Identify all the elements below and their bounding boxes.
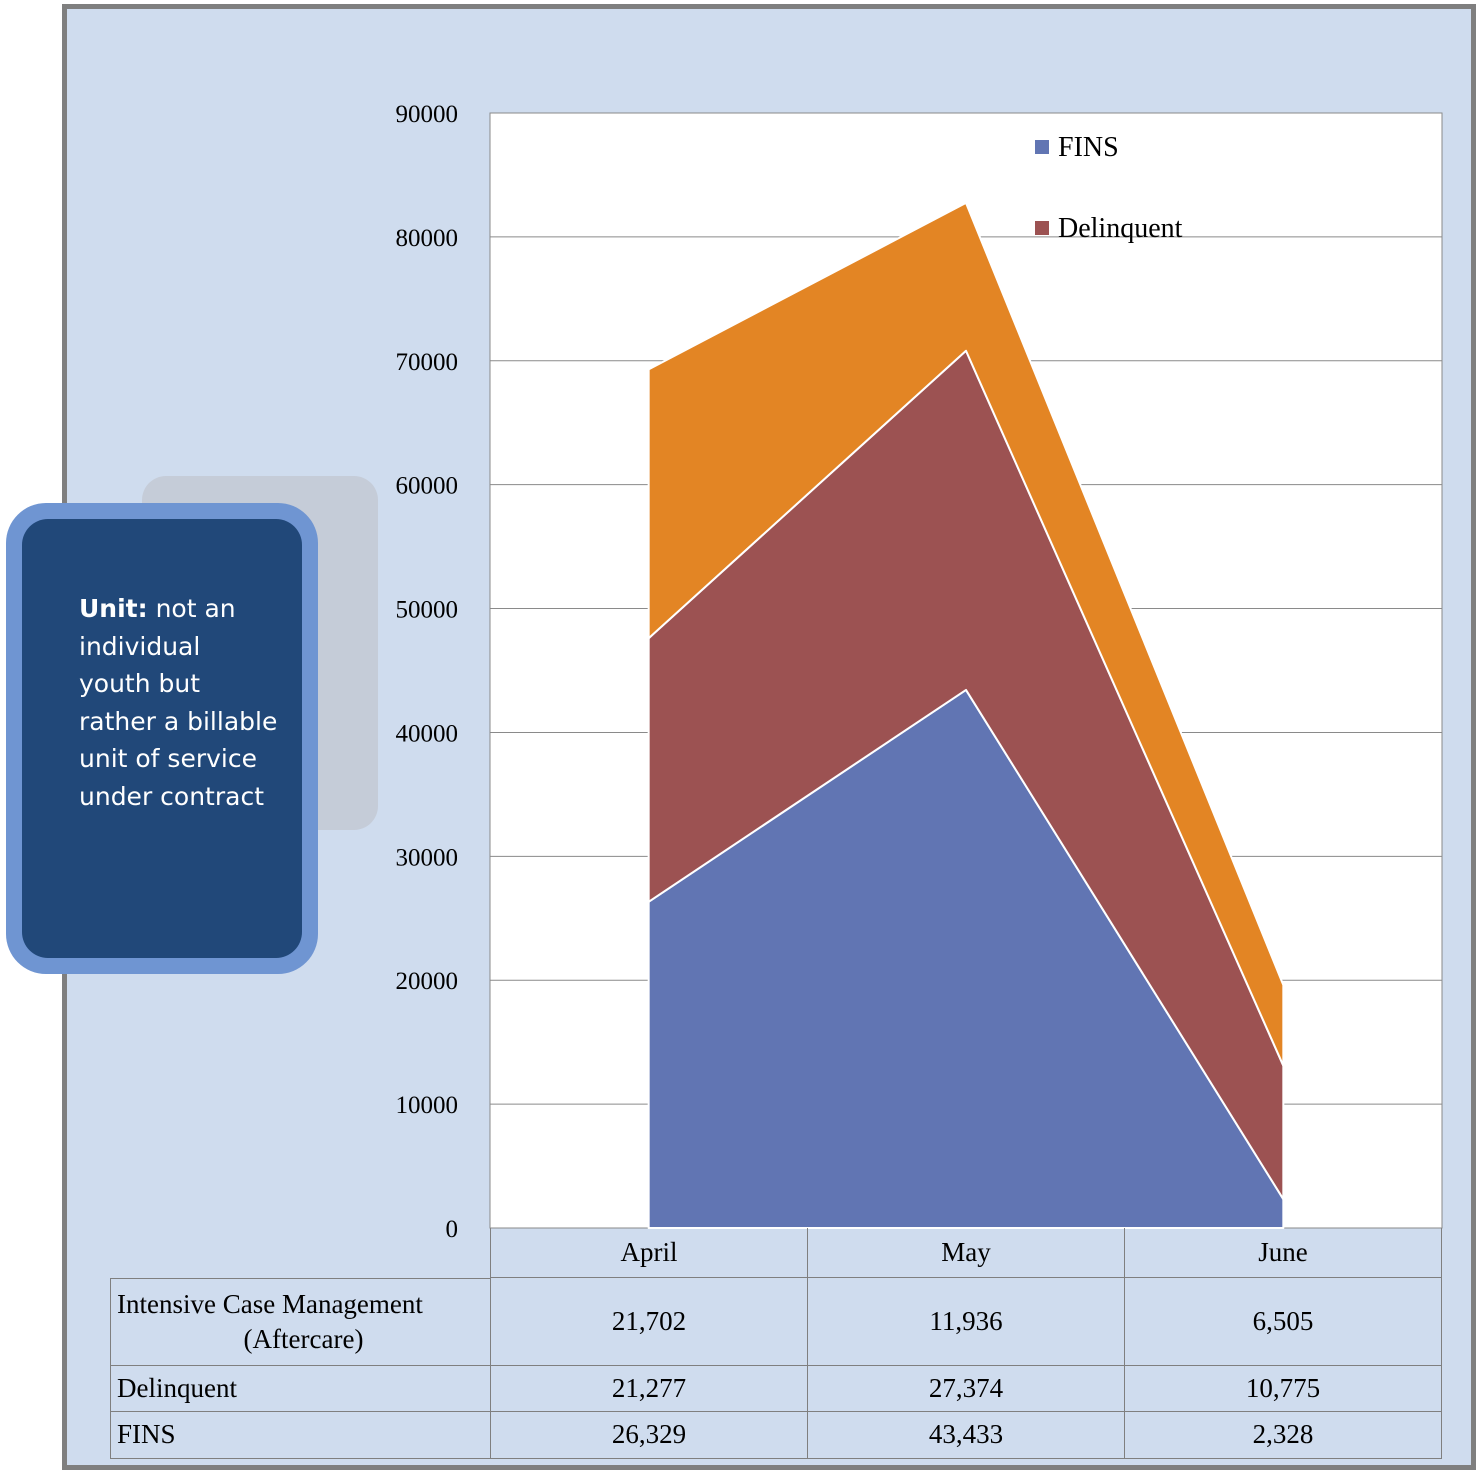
table-cell: 43,433: [807, 1412, 1124, 1459]
y-tick-label: 50000: [396, 597, 459, 624]
table-header-cell: April: [490, 1228, 807, 1278]
table-cell: 10,775: [1124, 1366, 1442, 1412]
areas: [647, 201, 1285, 1229]
table-cell: 26,329: [490, 1412, 807, 1459]
y-tick-label: 30000: [396, 844, 459, 871]
table-row-label: FINS: [110, 1412, 490, 1459]
legend-swatch: [1035, 140, 1049, 154]
y-tick-label: 0: [446, 1216, 459, 1243]
y-axis-ticks: 0 10000 20000 30000 40000 50000 60000 70000 8000…: [396, 101, 459, 1243]
legend-swatch: [1035, 221, 1049, 235]
row-label-line: (Aftercare): [243, 1324, 364, 1354]
table-row-label: Delinquent: [110, 1366, 490, 1412]
callout-body: not an individual youth but rather a bil…: [79, 594, 278, 811]
table-cell: 11,936: [807, 1278, 1124, 1366]
row-label-line: Intensive Case Management: [117, 1288, 423, 1319]
table-header-cell: June: [1124, 1228, 1442, 1278]
table-cell: 27,374: [807, 1366, 1124, 1412]
table-cell: 21,702: [490, 1278, 807, 1366]
callout-bold-label: Unit:: [79, 594, 148, 623]
table-row-label: Intensive Case Management (Aftercare): [110, 1278, 490, 1366]
table-cell: 6,505: [1124, 1278, 1442, 1366]
table-header-cell: May: [807, 1228, 1124, 1278]
y-tick-label: 20000: [396, 968, 459, 995]
legend-label: Delinquent: [1058, 213, 1183, 244]
table-cell: 2,328: [1124, 1412, 1442, 1459]
y-tick-label: 60000: [396, 473, 459, 500]
y-tick-label: 90000: [396, 101, 459, 128]
callout-box: [22, 519, 302, 958]
table-cell: 21,277: [490, 1366, 807, 1412]
y-tick-label: 40000: [396, 720, 459, 747]
y-tick-label: 70000: [396, 349, 459, 376]
legend: FINS Delinquent: [1035, 132, 1183, 244]
callout-text: Unit: not an individual youth but rather…: [79, 590, 279, 815]
legend-label: FINS: [1058, 132, 1119, 163]
y-tick-label: 80000: [396, 225, 459, 252]
area-intensive-case-management-aftercare: [647, 201, 1285, 1067]
y-tick-label: 10000: [396, 1092, 459, 1119]
